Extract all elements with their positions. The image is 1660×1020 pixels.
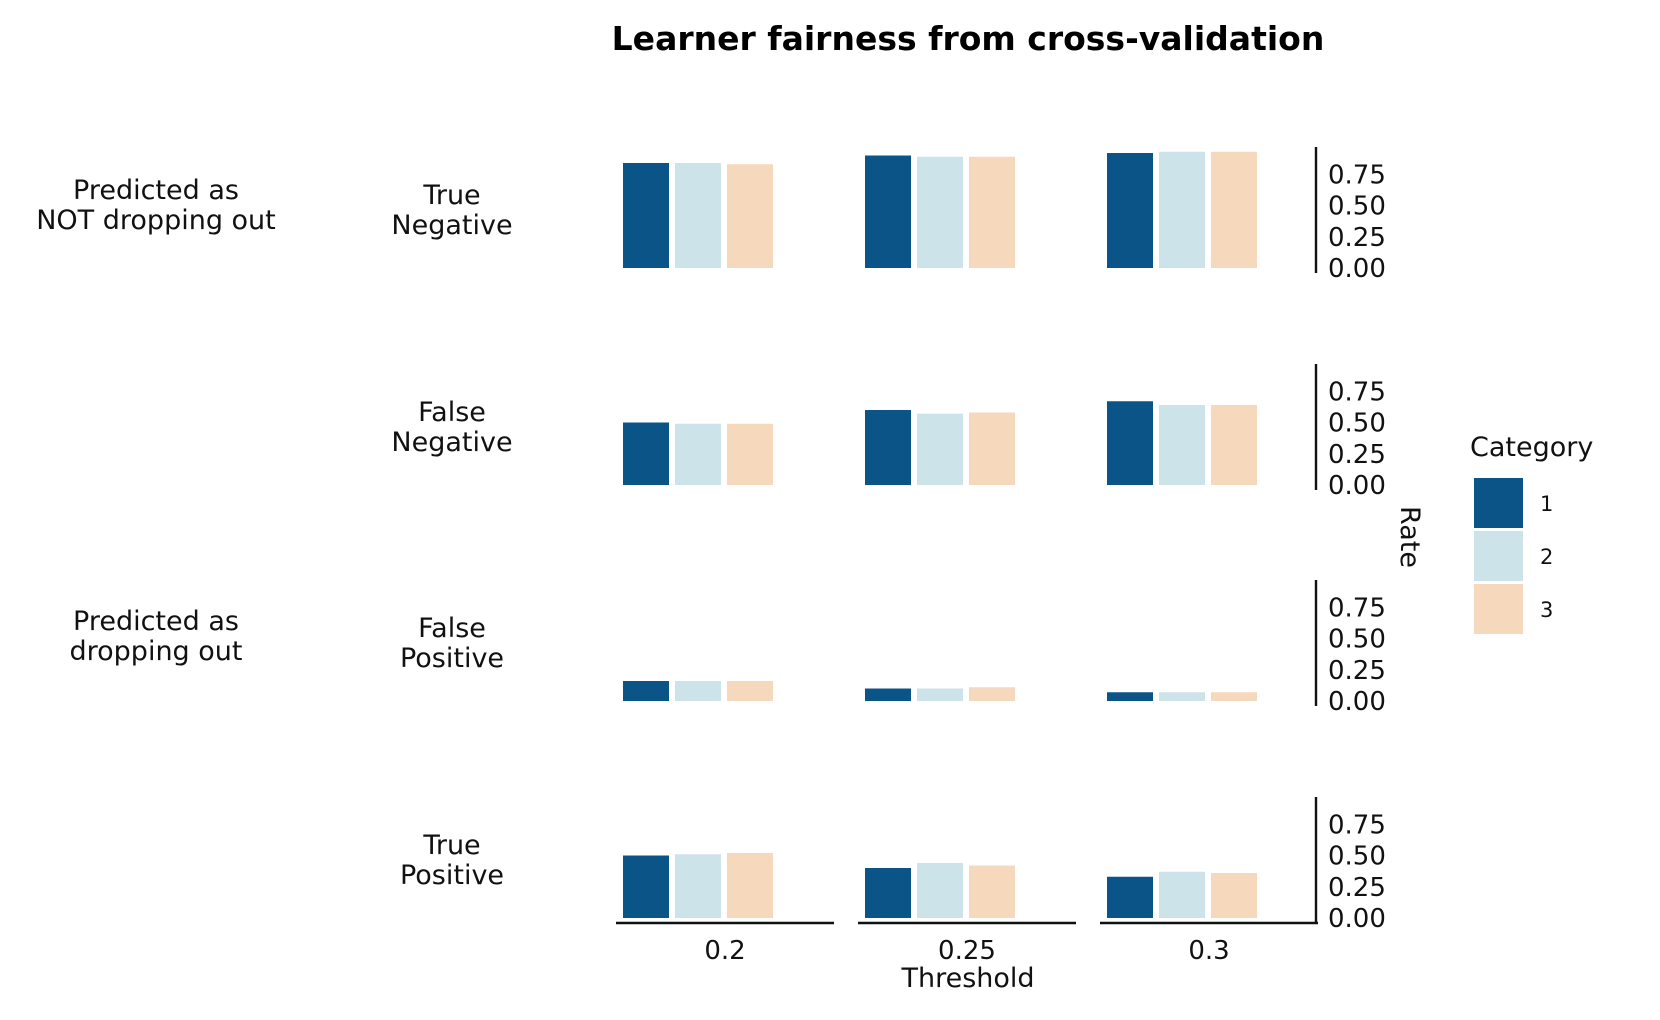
x-axis-label: Threshold [900, 963, 1034, 994]
bar [675, 854, 721, 918]
y-tick-label: 0.75 [1328, 377, 1386, 407]
bar [1211, 873, 1257, 918]
bar [865, 688, 911, 701]
bar [865, 155, 911, 268]
bar [969, 156, 1015, 268]
panel-label: True Negative [391, 180, 512, 241]
bar [1107, 692, 1153, 701]
legend: Category 1 2 3 [1470, 432, 1593, 634]
y-tick-label: 0.00 [1328, 904, 1386, 934]
y-tick-label: 0.50 [1328, 192, 1386, 222]
row-group-labels: Predicted as NOT dropping out Predicted as… [36, 175, 276, 667]
bar [1107, 153, 1153, 268]
panel: True Positive 0.750.500.250.00 [400, 797, 1386, 934]
bar [675, 423, 721, 485]
bar [623, 855, 669, 918]
y-tick-label: 0.75 [1328, 810, 1386, 840]
legend-swatch [1474, 531, 1523, 581]
bar [1211, 692, 1257, 701]
y-tick-label: 0.75 [1328, 593, 1386, 623]
panel: True Negative 0.750.500.250.00 [391, 147, 1386, 284]
bar [1107, 876, 1153, 918]
y-axis-label: Rate [1394, 506, 1425, 568]
legend-swatch [1474, 478, 1523, 528]
x-tick-label: 0.25 [938, 936, 996, 966]
chart-title: Learner fairness from cross-validation [612, 19, 1325, 58]
panel-label: False Negative [391, 397, 512, 458]
bar [1159, 151, 1205, 268]
x-tick-label: 0.3 [1188, 936, 1229, 966]
y-tick-label: 0.00 [1328, 687, 1386, 717]
bar [1159, 692, 1205, 701]
row-group-label: Predicted as dropping out [70, 606, 243, 667]
bar [969, 412, 1015, 485]
bar [969, 687, 1015, 701]
panel-label: True Positive [400, 830, 504, 891]
y-tick-label: 0.50 [1328, 842, 1386, 872]
bar [917, 156, 963, 268]
legend-label: 1 [1540, 492, 1553, 516]
bar [727, 681, 773, 701]
bar [623, 681, 669, 701]
bar [675, 163, 721, 268]
y-tick-label: 0.50 [1328, 409, 1386, 439]
bar [865, 868, 911, 918]
bar [1211, 405, 1257, 485]
y-tick-label: 0.00 [1328, 254, 1386, 284]
x-axis: 0.2 0.25 0.3 [616, 921, 1318, 966]
bar [865, 410, 911, 485]
legend-swatch [1474, 584, 1523, 634]
y-tick-label: 0.50 [1328, 625, 1386, 655]
legend-label: 2 [1540, 545, 1553, 569]
bar [917, 688, 963, 701]
y-tick-label: 0.25 [1328, 223, 1386, 253]
bar [623, 422, 669, 485]
bar [917, 413, 963, 485]
y-tick-label: 0.25 [1328, 656, 1386, 686]
legend-label: 3 [1540, 598, 1553, 622]
panel: False Positive 0.750.500.250.00 [400, 580, 1386, 717]
bar [727, 423, 773, 485]
bar [675, 681, 721, 701]
bar [727, 164, 773, 268]
bar [1159, 405, 1205, 485]
bar [1107, 401, 1153, 485]
bar [1211, 151, 1257, 268]
legend-title: Category [1470, 432, 1593, 463]
y-tick-label: 0.00 [1328, 471, 1386, 501]
bar [969, 865, 1015, 918]
panel-label: False Positive [400, 613, 504, 674]
panel: False Negative 0.750.500.250.00 [391, 364, 1386, 501]
bar [1159, 871, 1205, 918]
x-tick-label: 0.2 [704, 936, 745, 966]
row-group-label: Predicted as NOT dropping out [36, 175, 276, 236]
y-tick-label: 0.25 [1328, 440, 1386, 470]
bar [623, 163, 669, 268]
y-tick-label: 0.25 [1328, 873, 1386, 903]
bar [917, 863, 963, 918]
y-tick-label: 0.75 [1328, 160, 1386, 190]
bar [727, 853, 773, 918]
